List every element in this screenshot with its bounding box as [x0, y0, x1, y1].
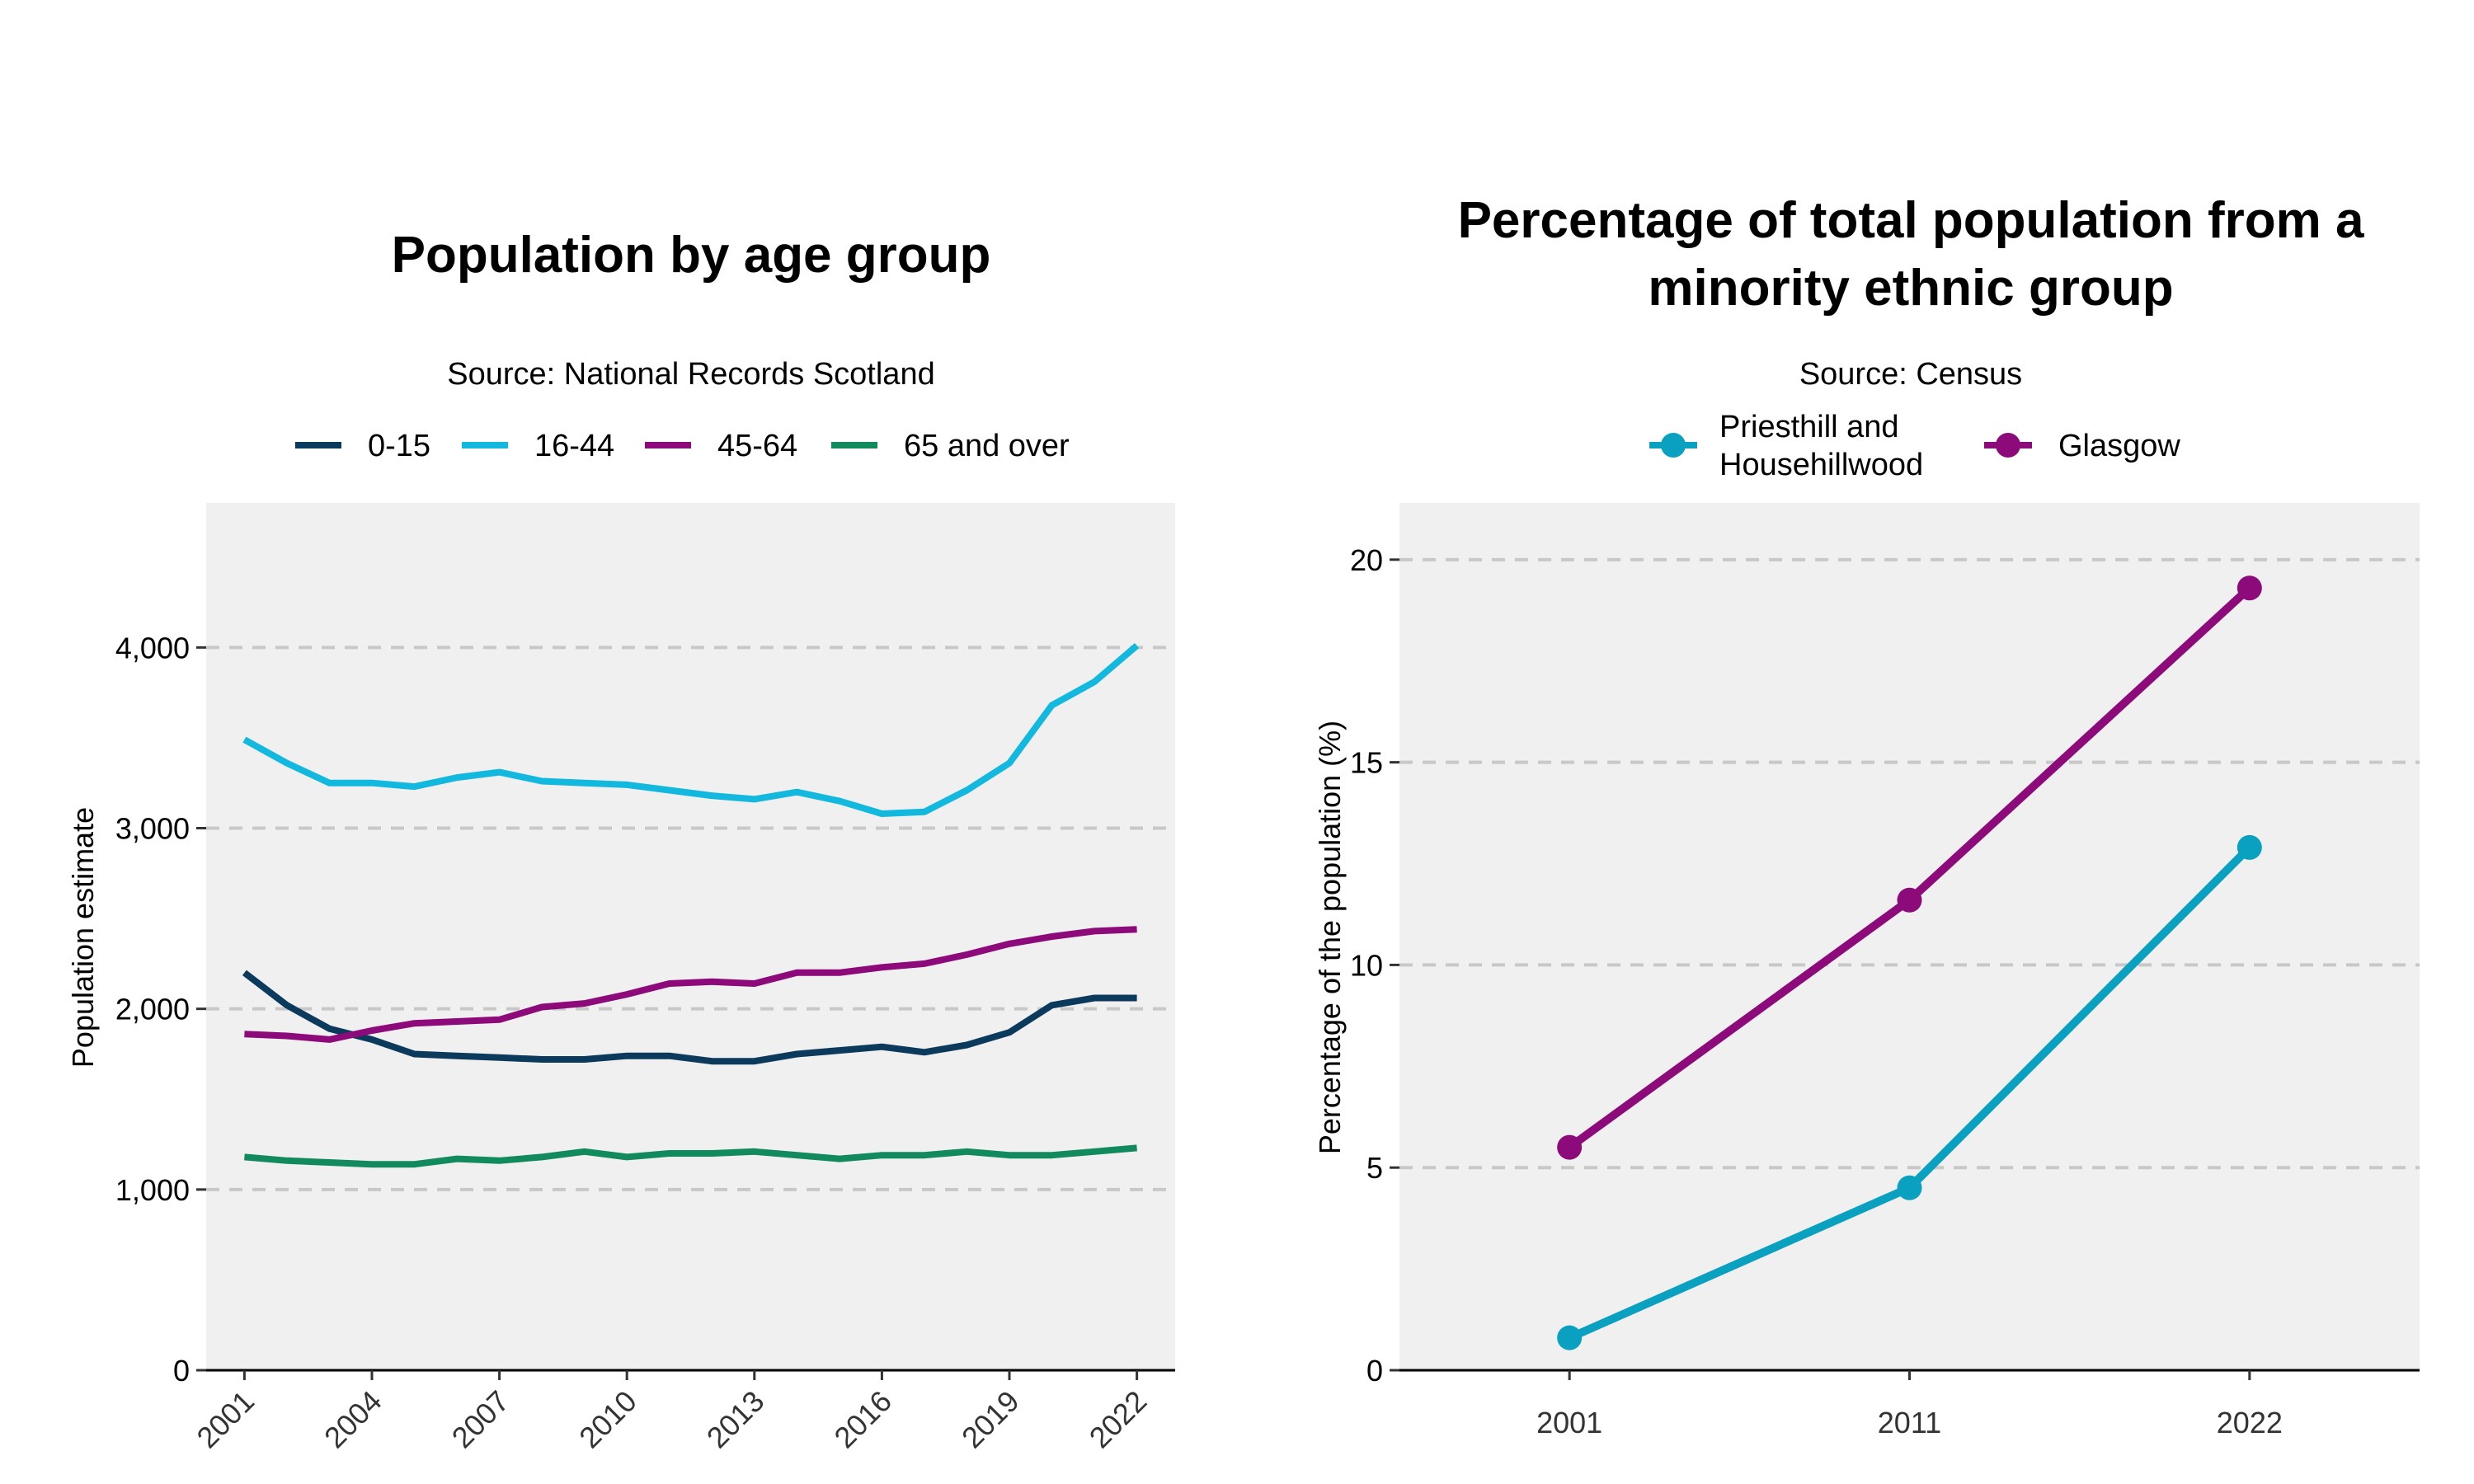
chart1-ytick-label-3000: 3,000 — [115, 812, 190, 846]
chart2-panel — [1399, 503, 2420, 1373]
age-group-chart: Population by age group Source: National… — [66, 227, 1175, 1454]
chart2-xtick-label-2011: 2011 — [1878, 1406, 1941, 1439]
chart1-xtick-label-2004: 2004 — [317, 1384, 388, 1455]
chart2-legend-marker-glasgow — [1996, 433, 2020, 458]
chart1-subtitle: Source: National Records Scotland — [447, 357, 934, 392]
chart1-ytick-label-0: 0 — [173, 1354, 190, 1388]
chart2-point-priesthill-and-househillwood-2022 — [2236, 834, 2262, 860]
chart1-legend-label-0-15: 0-15 — [368, 429, 430, 463]
chart2-legend: Priesthill and Househillwood Glasgow — [1649, 410, 2180, 482]
chart2-title-line1: Percentage of total population from a — [1458, 192, 2364, 249]
chart2-legend-label-priesthill-and-househillwood-line2: Househillwood — [1719, 448, 1923, 482]
chart1-legend-label-16-44: 16-44 — [534, 429, 614, 463]
chart2-legend-label-priesthill-and-househillwood-line1: Priesthill and — [1719, 410, 1899, 444]
chart2-title-line2: minority ethnic group — [1648, 260, 2173, 317]
chart1-xtick-label-2010: 2010 — [572, 1384, 643, 1455]
chart2-ytick-label-0: 0 — [1366, 1354, 1383, 1388]
chart2-xtick-label-2001: 2001 — [1536, 1406, 1602, 1439]
chart1-ytick-label-4000: 4,000 — [115, 631, 190, 665]
chart2-subtitle: Source: Census — [1799, 357, 2022, 392]
chart2-legend-marker-priesthill-and-househillwood — [1661, 433, 1686, 458]
chart2-point-priesthill-and-househillwood-2001 — [1557, 1325, 1583, 1350]
ethnic-group-chart: Percentage of total population from a mi… — [1313, 192, 2420, 1439]
chart1-series-line-45-64 — [244, 926, 1137, 1043]
chart2-y-axis-title: Percentage of the population (%) — [1313, 721, 1347, 1154]
chart2-legend-label-glasgow: Glasgow — [2058, 429, 2180, 463]
chart2-point-glasgow-2011 — [1897, 887, 1922, 913]
chart2-point-glasgow-2022 — [2236, 575, 2262, 601]
chart1-legend-label-45-64: 45-64 — [717, 429, 797, 463]
chart1-xtick-label-2019: 2019 — [955, 1384, 1026, 1455]
chart2-xtick-label-2022: 2022 — [2217, 1406, 2283, 1439]
chart2-ytick-label-15: 15 — [1350, 746, 1383, 780]
chart1-xtick-label-2022: 2022 — [1083, 1384, 1154, 1455]
chart1-series-line-65-and-over — [244, 1144, 1137, 1168]
chart2-point-priesthill-and-househillwood-2011 — [1897, 1175, 1922, 1200]
chart1-ytick-label-1000: 1,000 — [115, 1173, 190, 1207]
chart1-legend: 0-15 16-44 45-64 65 and over — [295, 429, 1070, 463]
chart1-ytick-label-2000: 2,000 — [115, 993, 190, 1026]
chart1-title: Population by age group — [392, 227, 991, 284]
chart1-xtick-label-2001: 2001 — [190, 1384, 261, 1455]
chart1-legend-label-65-and-over: 65 and over — [904, 429, 1070, 463]
chart2-point-glasgow-2001 — [1557, 1134, 1583, 1160]
chart1-series-line-0-15 — [242, 970, 1137, 1065]
chart2-ytick-label-20: 20 — [1350, 543, 1383, 577]
chart2-ytick-label-10: 10 — [1350, 948, 1383, 982]
chart1-xtick-label-2016: 2016 — [827, 1384, 898, 1455]
chart1-xtick-label-2013: 2013 — [700, 1384, 771, 1455]
chart1-xtick-label-2007: 2007 — [445, 1384, 516, 1455]
chart1-panel — [206, 503, 1175, 1373]
chart2-ytick-label-5: 5 — [1366, 1151, 1383, 1185]
chart1-series-line-16-44 — [242, 643, 1140, 817]
chart1-y-axis-title: Population estimate — [66, 807, 100, 1068]
